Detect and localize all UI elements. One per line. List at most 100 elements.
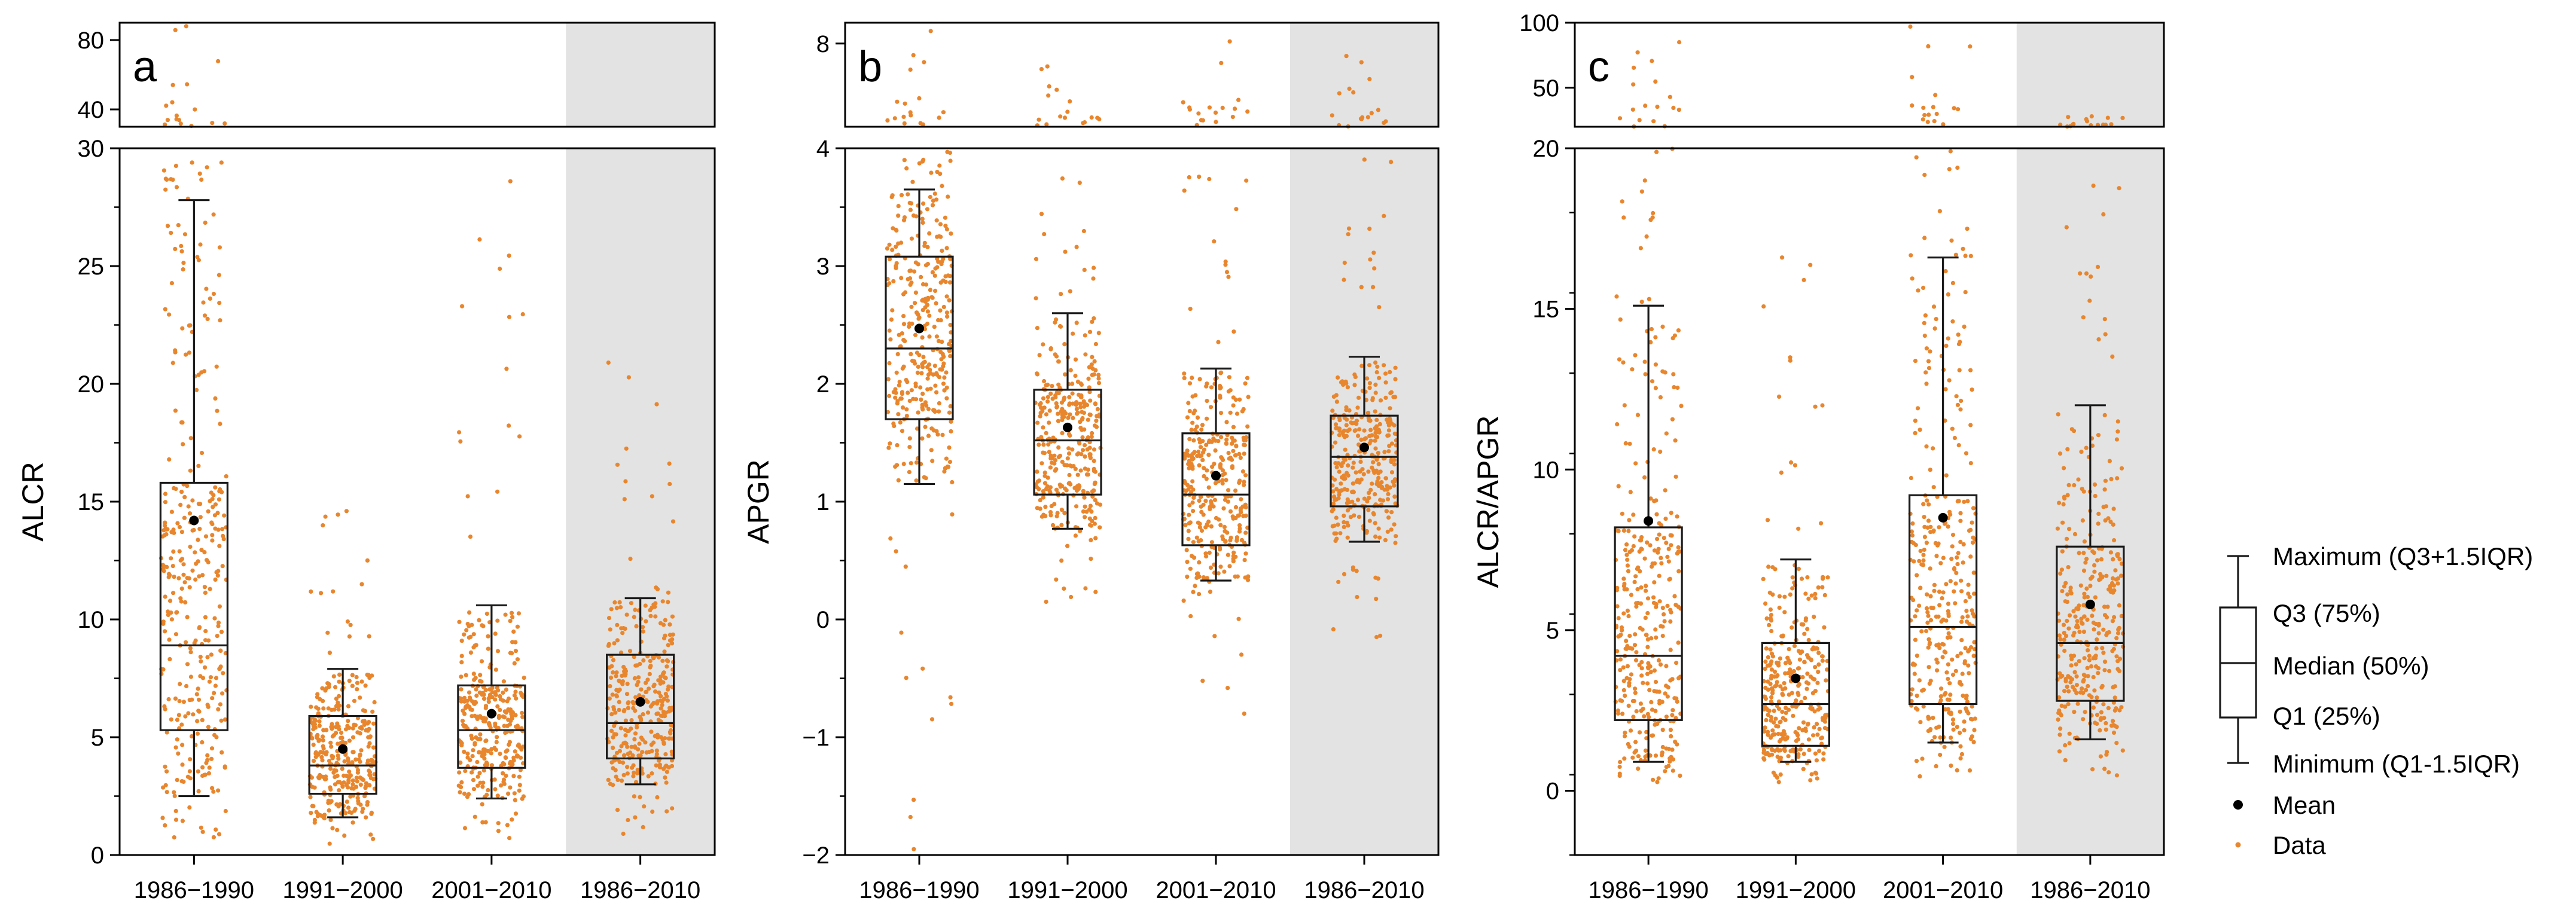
data-point — [925, 297, 930, 302]
data-point — [663, 618, 667, 622]
data-point — [2086, 648, 2090, 653]
data-point — [1218, 523, 1223, 527]
data-point — [1617, 357, 1622, 362]
data-point — [1952, 589, 1956, 594]
data-point — [1964, 706, 1968, 711]
data-point — [1336, 522, 1340, 527]
data-point — [607, 696, 612, 701]
data-point — [1951, 727, 1956, 732]
data-point — [358, 759, 362, 764]
data-point — [1664, 664, 1669, 668]
data-point — [1644, 729, 1649, 734]
data-point — [1345, 471, 1349, 475]
data-point — [659, 735, 663, 740]
data-point — [894, 265, 898, 270]
data-point — [1645, 645, 1650, 649]
data-point — [950, 480, 955, 485]
legend-median-label: Median (50%) — [2273, 652, 2429, 680]
data-point — [515, 725, 520, 730]
data-point — [1638, 246, 1643, 251]
data-point — [1625, 557, 1630, 562]
data-point — [617, 600, 622, 605]
data-point — [1935, 660, 1940, 665]
data-point — [1624, 587, 1629, 592]
data-point — [921, 361, 926, 365]
data-point — [211, 212, 216, 217]
data-point — [459, 699, 464, 704]
data-point — [1928, 594, 1933, 599]
data-point — [217, 301, 222, 306]
data-point — [1964, 609, 1969, 613]
data-point — [2065, 592, 2070, 597]
data-point — [1190, 420, 1195, 425]
data-point — [1337, 91, 1342, 96]
data-point — [1973, 716, 1977, 721]
data-point — [167, 457, 172, 462]
data-point — [314, 705, 319, 710]
data-point — [1059, 400, 1064, 405]
data-point — [1341, 476, 1346, 481]
data-point — [2062, 689, 2067, 694]
data-point — [1205, 576, 1209, 581]
data-point — [927, 334, 932, 339]
data-point — [612, 723, 617, 728]
data-point — [1764, 616, 1769, 621]
data-point — [1627, 518, 1632, 523]
data-point — [1359, 437, 1364, 442]
data-point — [179, 243, 184, 249]
data-point — [1781, 716, 1785, 720]
data-point — [1093, 480, 1098, 485]
data-point — [2119, 466, 2124, 471]
data-point — [188, 650, 193, 655]
data-point — [1944, 582, 1949, 587]
data-point — [208, 675, 213, 680]
data-point — [1779, 732, 1784, 737]
data-point — [903, 564, 908, 569]
data-point — [1059, 484, 1064, 488]
data-point — [1825, 667, 1830, 672]
data-point — [1790, 575, 1795, 580]
data-point — [1910, 662, 1915, 667]
data-point — [669, 708, 673, 713]
data-point — [1633, 749, 1639, 753]
data-point — [1096, 372, 1101, 377]
data-point — [2087, 654, 2092, 658]
data-point — [1768, 647, 1773, 652]
data-point — [2060, 549, 2065, 554]
data-point — [1367, 433, 1372, 438]
data-point — [2106, 770, 2111, 775]
data-point — [1214, 515, 1219, 521]
data-point — [1373, 521, 1377, 526]
data-point — [515, 657, 520, 662]
data-point — [1770, 752, 1775, 757]
data-point — [1934, 643, 1939, 648]
data-point — [1370, 465, 1374, 470]
data-point — [1186, 536, 1191, 542]
data-point — [317, 719, 322, 724]
data-point — [505, 823, 510, 828]
data-point — [508, 707, 513, 712]
data-point — [328, 767, 333, 771]
data-point — [1806, 637, 1811, 643]
data-point — [1955, 402, 1960, 407]
data-point — [350, 735, 356, 740]
data-point — [2085, 594, 2090, 600]
data-point — [1367, 381, 1372, 386]
data-point — [1098, 525, 1102, 530]
data-point — [1786, 671, 1791, 676]
data-point — [909, 280, 914, 285]
data-point — [197, 527, 202, 532]
data-point — [2090, 575, 2095, 579]
data-point — [180, 762, 185, 767]
data-point — [1928, 468, 1932, 472]
data-point — [925, 309, 930, 314]
data-point — [2117, 625, 2121, 630]
data-point — [1621, 576, 1626, 581]
data-point — [1674, 661, 1679, 665]
data-point — [516, 611, 522, 616]
data-point — [197, 171, 202, 176]
panel-letter: c — [1588, 43, 1609, 91]
data-point — [2071, 633, 2076, 638]
data-point — [513, 811, 519, 816]
data-point — [2085, 617, 2090, 622]
